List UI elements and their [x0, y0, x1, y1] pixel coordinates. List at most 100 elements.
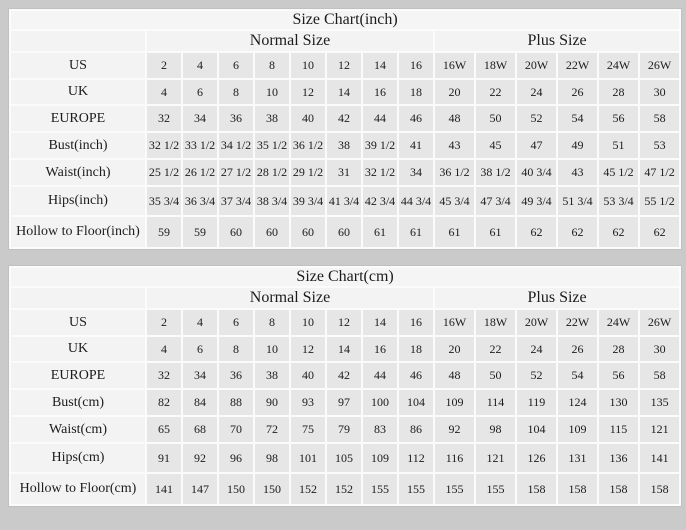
row-label: UK — [11, 337, 145, 361]
table-cell: 53 — [640, 133, 680, 158]
table-cell: 14 — [327, 337, 361, 361]
table-cell: 22W — [558, 310, 597, 335]
table-cell: 52 — [517, 106, 556, 131]
table-row: Bust(inch) 32 1/2 33 1/2 34 1/2 35 1/2 36 1/2… — [11, 133, 680, 158]
table-cell: 16 — [399, 53, 433, 78]
table-cell: 40 3/4 — [517, 160, 556, 185]
row-label: Hips(cm) — [11, 444, 145, 472]
table-row: Hollow to Floor(cm) 141 147 150 150 152 152 155… — [11, 474, 680, 504]
table-cell: 114 — [476, 390, 515, 415]
table-cell: 96 — [219, 444, 253, 472]
table-cell: 41 3/4 — [327, 187, 361, 215]
row-label: Hollow to Floor(cm) — [11, 474, 145, 504]
table-cell: 28 — [599, 337, 638, 361]
table-cell: 70 — [219, 417, 253, 442]
table-cell: 18 — [399, 80, 433, 104]
table-cell: 24W — [599, 310, 638, 335]
table-cell: 4 — [147, 337, 181, 361]
table-cell: 36 1/2 — [435, 160, 474, 185]
table-cell: 29 1/2 — [291, 160, 325, 185]
table-cell: 10 — [255, 337, 289, 361]
table-cell: 152 — [327, 474, 361, 504]
table-cell: 155 — [435, 474, 474, 504]
row-label: EUROPE — [11, 363, 145, 388]
table-cell: 16 — [363, 337, 397, 361]
chart-title: Size Chart(cm) — [11, 268, 680, 286]
row-label: Hips(inch) — [11, 187, 145, 215]
table-cell: 45 3/4 — [435, 187, 474, 215]
table-cell: 6 — [219, 310, 253, 335]
table-cell: 158 — [517, 474, 556, 504]
row-label: US — [11, 310, 145, 335]
table-cell: 36 3/4 — [183, 187, 217, 215]
plus-size-header: Plus Size — [435, 288, 680, 308]
table-cell: 37 3/4 — [219, 187, 253, 215]
table-cell: 136 — [599, 444, 638, 472]
size-group-header-row: Normal Size Plus Size — [11, 31, 680, 51]
row-label: EUROPE — [11, 106, 145, 131]
plus-size-header: Plus Size — [435, 31, 680, 51]
table-cell: 52 — [517, 363, 556, 388]
table-cell: 41 — [399, 133, 433, 158]
table-cell: 62 — [640, 217, 680, 247]
table-cell: 18W — [476, 53, 515, 78]
table-cell: 28 1/2 — [255, 160, 289, 185]
table-cell: 60 — [291, 217, 325, 247]
chart-title: Size Chart(inch) — [11, 11, 680, 29]
table-cell: 24 — [517, 337, 556, 361]
table-cell: 32 1/2 — [147, 133, 181, 158]
table-row: Bust(cm) 82 84 88 90 93 97 100 104 109 114 119 124 13… — [11, 390, 680, 415]
table-cell: 116 — [435, 444, 474, 472]
table-cell: 59 — [183, 217, 217, 247]
table-cell: 42 — [327, 363, 361, 388]
table-cell: 60 — [327, 217, 361, 247]
table-cell: 26W — [640, 310, 680, 335]
table-cell: 14 — [363, 310, 397, 335]
table-cell: 42 3/4 — [363, 187, 397, 215]
table-cell: 38 1/2 — [476, 160, 515, 185]
table-cell: 30 — [640, 337, 680, 361]
table-cell: 150 — [255, 474, 289, 504]
table-cell: 16 — [399, 310, 433, 335]
table-cell: 47 — [517, 133, 556, 158]
table-cell: 88 — [219, 390, 253, 415]
table-cell: 30 — [640, 80, 680, 104]
table-cell: 104 — [517, 417, 556, 442]
table-cell: 20W — [517, 53, 556, 78]
table-cell: 22W — [558, 53, 597, 78]
table-cell: 131 — [558, 444, 597, 472]
table-cell: 12 — [291, 337, 325, 361]
table-cell: 98 — [476, 417, 515, 442]
table-cell: 92 — [183, 444, 217, 472]
table-cell: 109 — [435, 390, 474, 415]
table-cell: 35 3/4 — [147, 187, 181, 215]
table-cell: 51 3/4 — [558, 187, 597, 215]
table-cell: 141 — [147, 474, 181, 504]
table-cell: 47 3/4 — [476, 187, 515, 215]
table-cell: 60 — [255, 217, 289, 247]
table-cell: 124 — [558, 390, 597, 415]
table-cell: 54 — [558, 363, 597, 388]
table-cell: 16 — [363, 80, 397, 104]
table-cell: 155 — [476, 474, 515, 504]
table-cell: 53 3/4 — [599, 187, 638, 215]
table-cell: 49 — [558, 133, 597, 158]
table-cell: 54 — [558, 106, 597, 131]
table-cell: 42 — [327, 106, 361, 131]
table-cell: 24 — [517, 80, 556, 104]
size-chart-inch-table: Size Chart(inch) Normal Size Plus Size US 2 4… — [8, 8, 683, 250]
table-cell: 36 — [219, 106, 253, 131]
table-cell: 32 — [147, 106, 181, 131]
table-cell: 36 — [219, 363, 253, 388]
table-cell: 40 — [291, 363, 325, 388]
table-cell: 84 — [183, 390, 217, 415]
table-cell: 46 — [399, 106, 433, 131]
table-cell: 12 — [327, 310, 361, 335]
table-cell: 112 — [399, 444, 433, 472]
table-cell: 49 3/4 — [517, 187, 556, 215]
table-row: Waist(inch) 25 1/2 26 1/2 27 1/2 28 1/2 29 1/… — [11, 160, 680, 185]
table-cell: 58 — [640, 363, 680, 388]
table-cell: 26 — [558, 80, 597, 104]
table-cell: 14 — [327, 80, 361, 104]
